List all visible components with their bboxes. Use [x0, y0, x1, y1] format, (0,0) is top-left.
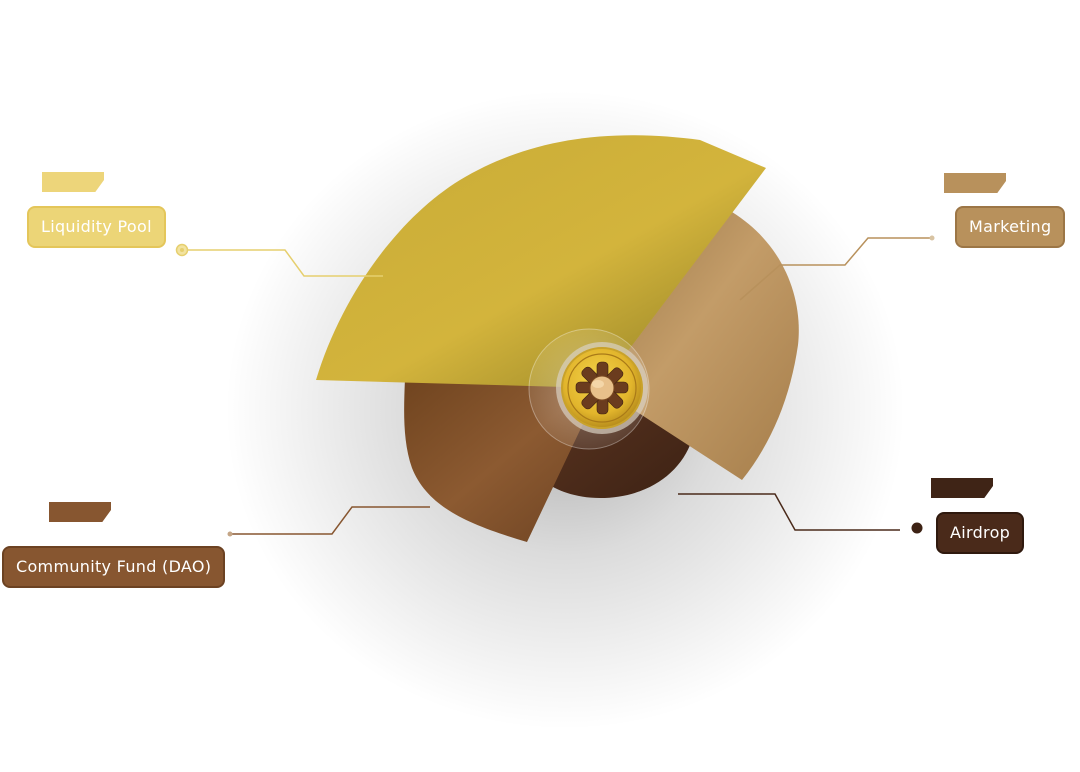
label-liquidity-pool: Liquidity Pool — [27, 206, 166, 248]
tab-marketing — [944, 173, 1006, 193]
tab-airdrop — [931, 478, 993, 498]
leader-line-community-fund — [230, 506, 430, 535]
slice-liquidity-pool — [316, 135, 766, 388]
label-community-fund: Community Fund (DAO) — [2, 546, 226, 588]
label-marketing: Marketing — [955, 206, 1066, 248]
center-coin-icon — [528, 328, 650, 450]
slice-marketing — [600, 212, 799, 480]
pie-slices — [316, 135, 799, 542]
marker-community-fund — [227, 531, 233, 537]
label-airdrop: Airdrop — [936, 512, 1025, 554]
tab-liquidity-pool — [42, 172, 104, 192]
leader-line-marketing — [739, 237, 932, 301]
leader-lines — [183, 237, 932, 535]
slice-airdrop — [545, 388, 692, 498]
leader-line-airdrop — [678, 493, 900, 531]
leader-line-liquidity-pool — [183, 249, 383, 277]
marker-marketing — [929, 235, 935, 241]
marker-airdrop — [911, 522, 923, 534]
tab-community-fund — [49, 502, 111, 522]
